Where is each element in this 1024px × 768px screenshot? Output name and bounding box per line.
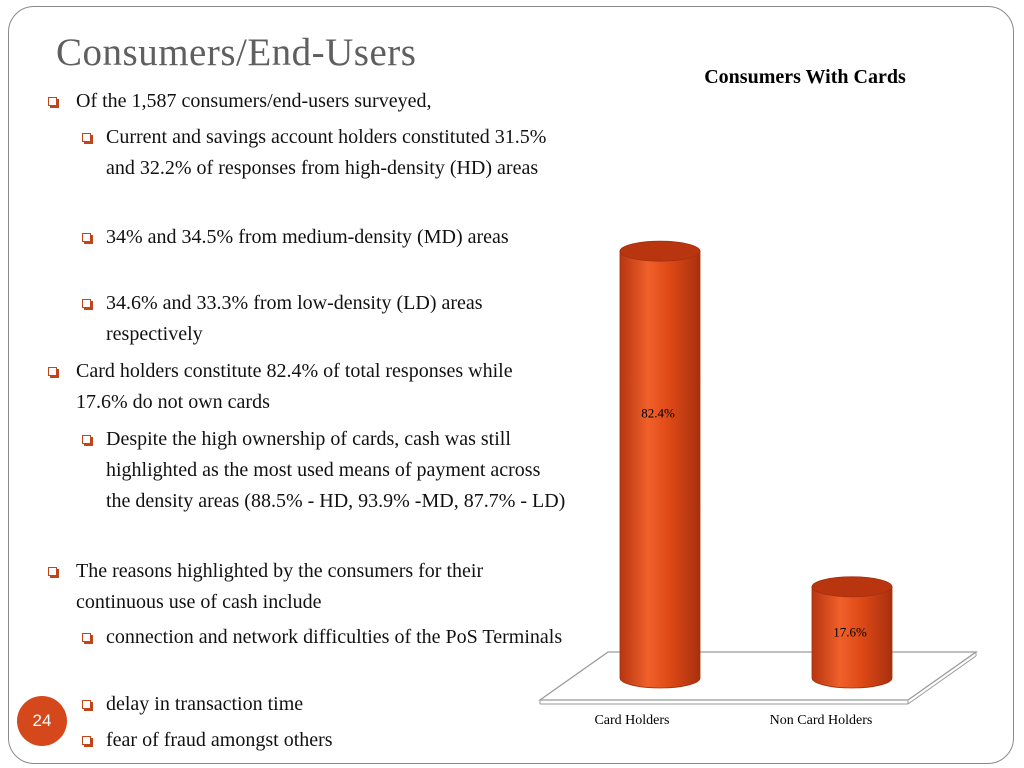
bullet-item: Card holders constitute 82.4% of total r… xyxy=(44,356,566,418)
bar-body xyxy=(811,586,893,689)
bullet-text: connection and network difficulties of t… xyxy=(106,626,563,648)
bullet-box-icon xyxy=(82,633,93,644)
bullet-text: 34.6% and 33.3% from low-density (LD) ar… xyxy=(106,292,483,345)
bar-chart: 82.4% Card Holders 17.6% Non Card Holders xyxy=(537,240,979,728)
category-label: Non Card Holders xyxy=(770,713,873,728)
bullet-text: Card holders constitute 82.4% of total r… xyxy=(76,360,513,413)
sub-bullet-item: Current and savings account holders cons… xyxy=(82,122,566,184)
bar-1 xyxy=(619,240,701,689)
sub-bullet-item: 34% and 34.5% from medium-density (MD) a… xyxy=(82,222,546,253)
bullet-box-icon xyxy=(48,97,59,108)
category-label: Card Holders xyxy=(594,713,669,728)
bullet-box-icon xyxy=(82,700,93,711)
bullet-item: Of the 1,587 consumers/end-users surveye… xyxy=(44,86,566,117)
bullet-box-icon xyxy=(82,299,93,310)
bullet-text: fear of fraud amongst others xyxy=(106,729,333,751)
bullet-item: The reasons highlighted by the consumers… xyxy=(44,556,536,618)
bar-2 xyxy=(811,576,893,689)
bullet-box-icon xyxy=(82,133,93,144)
floor-edge xyxy=(907,655,977,705)
bullet-box-icon xyxy=(48,367,59,378)
bullet-box-icon xyxy=(82,233,93,244)
bullet-box-icon xyxy=(82,736,93,747)
bullet-text: Despite the high ownership of cards, cas… xyxy=(106,428,566,512)
bar-body xyxy=(619,250,701,689)
sub-bullet-item: 34.6% and 33.3% from low-density (LD) ar… xyxy=(82,288,506,350)
bullet-box-icon xyxy=(82,435,93,446)
sub-bullet-item: connection and network difficulties of t… xyxy=(82,622,566,653)
sub-bullet-item: delay in transaction time xyxy=(82,689,566,720)
bar-top xyxy=(811,576,893,598)
slide-title: Consumers/End-Users xyxy=(56,31,417,74)
page-number-badge: 24 xyxy=(17,696,67,746)
bullet-text: delay in transaction time xyxy=(106,693,304,715)
bullet-text: The reasons highlighted by the consumers… xyxy=(76,560,484,613)
chart-floor xyxy=(537,651,979,701)
bullet-text: Current and savings account holders cons… xyxy=(106,126,547,179)
bullet-text: 34% and 34.5% from medium-density (MD) a… xyxy=(106,226,509,248)
data-label: 17.6% xyxy=(833,624,867,639)
chart-title: Consumers With Cards xyxy=(704,66,906,88)
bar-top xyxy=(619,240,701,262)
sub-bullet-item: fear of fraud amongst others xyxy=(82,725,566,756)
bullet-text: Of the 1,587 consumers/end-users surveye… xyxy=(76,90,432,112)
sub-bullet-item: Despite the high ownership of cards, cas… xyxy=(82,424,566,517)
data-label: 82.4% xyxy=(641,405,675,420)
bullet-box-icon xyxy=(48,567,59,578)
slide-frame xyxy=(8,6,1014,764)
